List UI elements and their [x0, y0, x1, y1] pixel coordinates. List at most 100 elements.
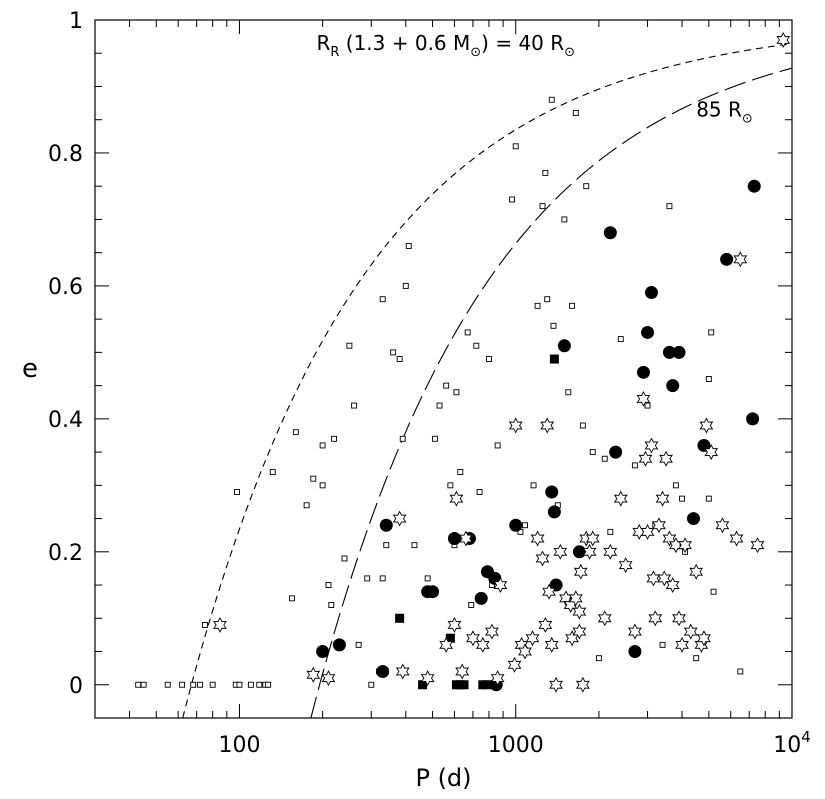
open-star-point — [507, 656, 522, 673]
filled-circle-point — [636, 365, 650, 379]
open-square-point — [424, 575, 431, 582]
open-star-point — [447, 616, 462, 633]
open-star-point — [675, 636, 689, 653]
open-star-point — [518, 643, 532, 660]
curve-label-85: 85 R⊙ — [696, 97, 753, 126]
open-star-point — [618, 557, 633, 574]
open-star-point — [776, 31, 791, 48]
open-square-point — [666, 203, 673, 210]
open-square-point — [565, 389, 572, 396]
open-star-point — [475, 636, 490, 653]
open-star-point — [485, 623, 499, 640]
filled-circle-point — [379, 518, 393, 532]
open-square-point — [341, 555, 348, 562]
open-square-point — [303, 502, 310, 509]
open-square-point — [405, 243, 412, 249]
filled-circle-point — [376, 664, 390, 678]
open-star-point — [662, 530, 677, 547]
filled-square-point — [549, 354, 559, 364]
open-star-point — [697, 630, 711, 647]
open-square-point — [140, 681, 147, 688]
filled-circle-point — [672, 345, 686, 359]
x-axis-label: P (d) — [415, 764, 471, 792]
open-star-point — [525, 630, 540, 647]
open-square-point — [522, 522, 528, 529]
open-square-point — [561, 216, 568, 223]
open-square-point — [402, 282, 409, 289]
sun-symbol: ⊙ — [564, 45, 575, 60]
open-square-point — [310, 475, 317, 482]
open-square-point — [379, 296, 386, 303]
open-square-point — [447, 482, 454, 489]
open-square-point — [542, 169, 549, 176]
open-star-point — [535, 550, 550, 567]
open-star-point — [508, 417, 523, 434]
open-star-point — [603, 543, 618, 560]
open-star-point — [689, 563, 704, 580]
y-tick-label: 1 — [69, 9, 83, 34]
x-tick-label: 1000 — [488, 733, 544, 758]
filled-circle-point — [545, 485, 559, 499]
open-square-point — [346, 342, 353, 349]
roche-limit-curves — [182, 43, 793, 719]
annot-r-sub: R — [330, 45, 339, 60]
open-square-point — [457, 469, 464, 475]
open-square-point — [234, 489, 240, 495]
plot-frame — [94, 19, 793, 719]
open-square-point — [135, 681, 142, 688]
open-square-point — [328, 602, 335, 608]
open-star-point — [644, 437, 659, 454]
roche-curve-85 — [310, 67, 793, 719]
open-square-point — [512, 143, 519, 150]
filled-square-point — [395, 613, 405, 623]
open-square-point — [705, 495, 712, 502]
open-star-point — [638, 450, 653, 467]
open-square-point — [708, 329, 715, 336]
open-square-point — [236, 681, 243, 688]
open-square-point — [468, 602, 475, 608]
open-star-point — [540, 417, 555, 434]
open-square-point — [486, 356, 492, 362]
x-tick-label-main: 10 — [773, 733, 801, 758]
open-square-point — [579, 422, 586, 429]
open-star-point — [544, 636, 559, 653]
open-square-point — [247, 681, 254, 688]
filled-circle-point — [720, 252, 734, 266]
open-square-point — [659, 641, 666, 648]
filled-circle-point — [572, 545, 586, 559]
open-square-point — [464, 329, 471, 336]
plot-border — [94, 19, 793, 719]
open-star-point — [672, 610, 686, 627]
open-square-point — [453, 389, 460, 396]
open-square-point — [201, 621, 208, 628]
open-square-point — [319, 442, 326, 449]
open-star-point — [213, 616, 227, 633]
open-star-point — [458, 530, 473, 547]
y-tick-label: 0.6 — [48, 275, 83, 300]
open-square-point — [265, 681, 272, 688]
open-square-point — [411, 542, 418, 549]
y-tick-label: 0.4 — [48, 408, 83, 433]
annot-formula-end: ) = 40 R — [481, 31, 564, 55]
open-star-point — [455, 663, 470, 680]
open-square-point — [197, 681, 203, 688]
annot-r: R — [316, 31, 330, 55]
open-square-point — [436, 402, 443, 409]
filled-circle-point — [316, 645, 330, 659]
filled-square-point — [445, 633, 455, 643]
data-points — [135, 31, 791, 693]
open-star-point — [449, 490, 464, 507]
open-star-point — [699, 417, 714, 434]
open-square-point — [256, 681, 263, 688]
open-star-point — [490, 670, 505, 687]
open-square-point — [572, 110, 579, 117]
open-square-point — [494, 442, 501, 449]
open-star-point — [572, 623, 587, 640]
filled-circle-point — [666, 379, 680, 393]
filled-circle-point — [474, 591, 488, 605]
filled-circle-point — [747, 179, 761, 193]
open-square-point — [179, 681, 186, 688]
open-star-point — [648, 610, 663, 627]
roche-curve-40 — [182, 43, 793, 719]
y-tick-label: 0.8 — [48, 142, 83, 167]
